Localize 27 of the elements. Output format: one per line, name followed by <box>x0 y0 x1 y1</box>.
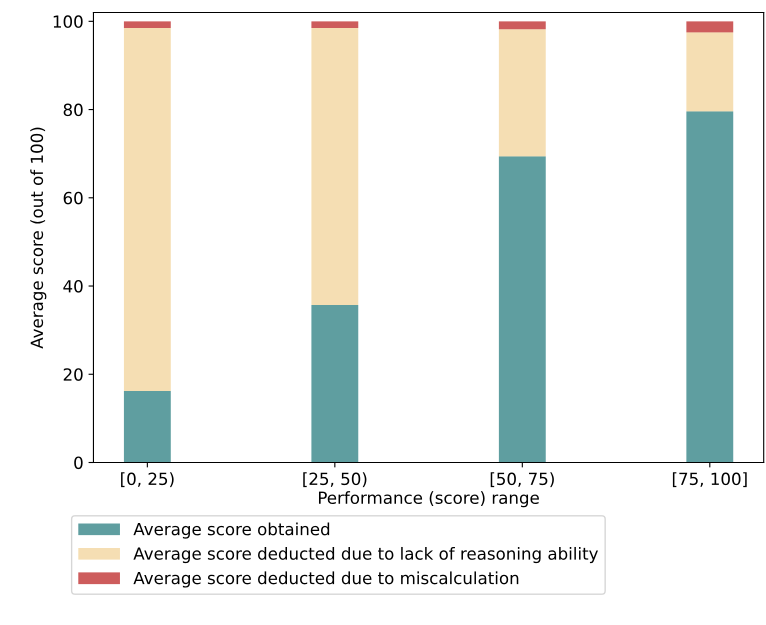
x-tick-label: [50, 75) <box>490 472 554 488</box>
y-tick-label: 80 <box>64 104 83 116</box>
bar <box>124 28 171 392</box>
x-tick-label: [25, 50) <box>303 472 366 488</box>
bar <box>686 111 734 462</box>
y-tick-label: 60 <box>64 192 83 204</box>
legend-label: Average score deducted due to miscalculation <box>133 571 518 588</box>
bar <box>124 21 171 28</box>
bar <box>498 21 546 30</box>
bar <box>498 29 546 156</box>
bar <box>311 305 358 462</box>
bar <box>311 28 358 305</box>
y-tick-label: 0 <box>74 456 83 470</box>
y-tick-label: 20 <box>64 368 83 381</box>
y-tick-label: 100 <box>54 15 83 28</box>
legend-label: Average score obtained <box>133 522 330 539</box>
bar <box>498 156 546 462</box>
y-tick-label: 40 <box>63 280 83 293</box>
legend-label: Average score deducted due to lack of reasoning ability <box>133 546 598 564</box>
x-tick-label: [75, 100] <box>672 472 747 488</box>
y-axis-title: Average score (out of 100) <box>30 128 46 349</box>
bar <box>311 21 358 28</box>
x-axis-title: Performance (score) range <box>318 491 539 508</box>
bar <box>686 32 734 112</box>
bar <box>686 21 734 32</box>
bar <box>124 391 171 462</box>
x-tick-label: [0, 25) <box>121 472 174 488</box>
